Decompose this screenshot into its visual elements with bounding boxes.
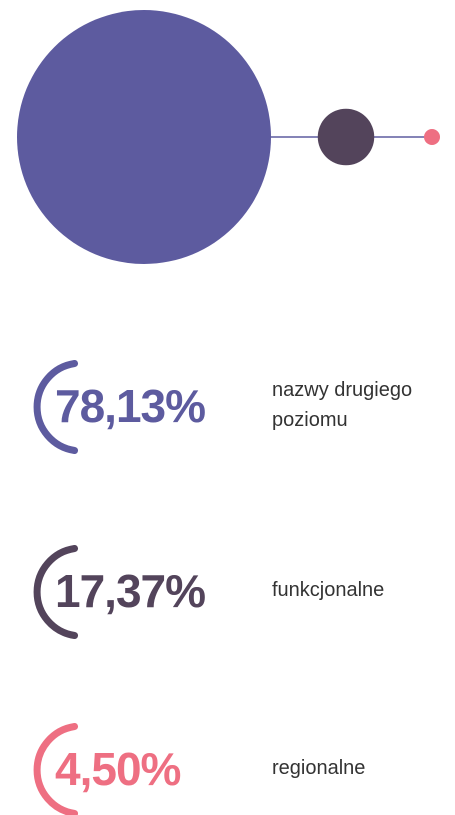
category-label: funkcjonalne [272, 579, 385, 601]
category-label: regionalne [272, 757, 366, 779]
arc-decoration [33, 722, 79, 815]
value-label: 78,13% [55, 380, 206, 432]
value-label: 17,37% [55, 565, 206, 617]
bubble [17, 10, 271, 264]
bubble [424, 129, 440, 145]
category-label: nazwy drugiego poziomu [272, 379, 413, 431]
value-label: 4,50% [55, 743, 181, 795]
arc-decoration [33, 359, 79, 455]
arc-decoration [33, 544, 79, 640]
bubble [317, 108, 375, 166]
